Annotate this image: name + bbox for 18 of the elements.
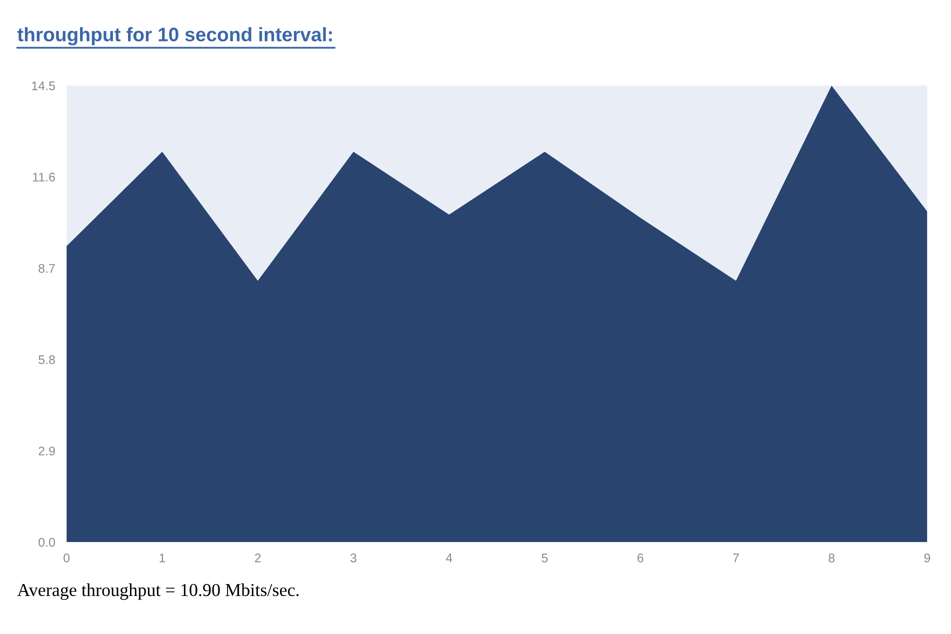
y-tick-label: 2.9 xyxy=(38,446,55,456)
x-tick-label: 3 xyxy=(350,554,356,562)
text: Average throughput = 10.90 Mbits/sec. xyxy=(17,583,299,600)
x-tick-label: 7 xyxy=(733,554,739,562)
x-tick-label: 0 xyxy=(64,554,70,562)
x-tick-label: 1 xyxy=(160,554,166,562)
chart-title: throughput for 10 second interval: xyxy=(17,27,332,46)
y-tick-label: 8.7 xyxy=(38,264,55,273)
x-tick-label: 5 xyxy=(542,554,548,562)
y-tick-label: 5.8 xyxy=(38,355,55,364)
y-tick-label: 14.5 xyxy=(32,82,55,90)
y-tick-label: 0.0 xyxy=(38,538,55,547)
x-tick-label: 9 xyxy=(924,554,930,562)
x-tick-label: 2 xyxy=(254,554,261,562)
x-tick-label: 4 xyxy=(446,554,452,562)
x-tick-label: 6 xyxy=(638,554,644,562)
x-tick-label: 8 xyxy=(828,554,835,562)
y-tick-label: 11.6 xyxy=(33,172,55,182)
